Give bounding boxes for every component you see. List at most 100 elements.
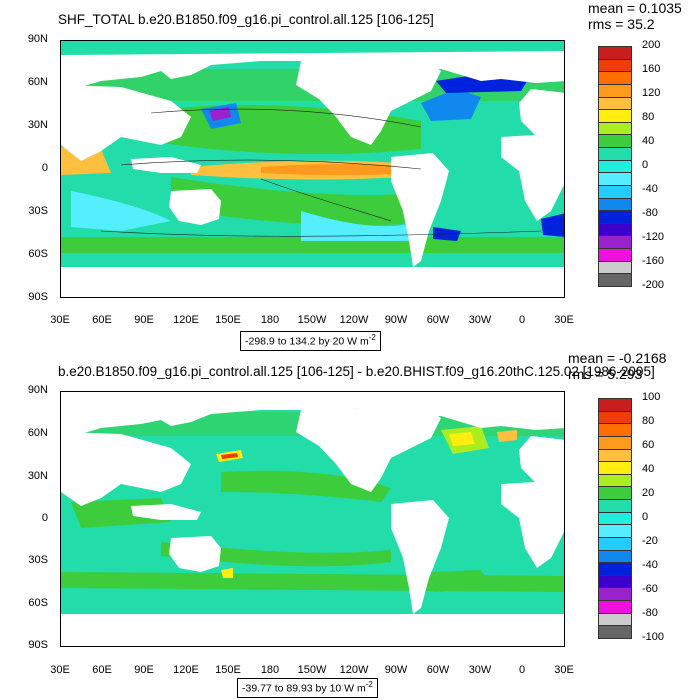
colorbar-label: -120 — [642, 231, 665, 243]
lon-label: 90W — [384, 314, 408, 326]
colorbar-swatch — [598, 587, 632, 602]
colorbar-swatch — [598, 448, 632, 463]
panel-1-rms: rms = 35.2 — [588, 16, 655, 32]
colorbar-swatch — [598, 235, 632, 250]
lon-label: 30E — [554, 314, 574, 326]
lon-label: 30E — [554, 664, 574, 676]
lon-label: 150E — [215, 314, 241, 326]
colorbar-label: -40 — [642, 183, 658, 195]
colorbar-swatch — [598, 46, 632, 60]
colorbar-swatch — [598, 222, 632, 237]
lon-label: 180 — [260, 314, 280, 326]
lat-label: 90N — [27, 384, 48, 396]
colorbar-swatch — [598, 83, 632, 98]
range-text: -298.9 to 134.2 by 20 W m — [245, 335, 369, 348]
lon-label: 150W — [297, 664, 327, 676]
lat-label: 60N — [27, 76, 48, 88]
colorbar-label: 200 — [642, 39, 661, 51]
colorbar-label: 20 — [642, 487, 655, 499]
panel-2-mean: mean = -0.2168 — [568, 350, 667, 366]
colorbar-label: -40 — [642, 559, 658, 571]
lon-label: 60W — [426, 314, 450, 326]
colorbar-label: 80 — [642, 415, 655, 427]
colorbar-swatch — [598, 71, 632, 85]
colorbar-label: 40 — [642, 135, 655, 147]
colorbar-swatch — [598, 260, 632, 275]
colorbar-swatch — [598, 184, 632, 199]
colorbar-swatch — [598, 435, 632, 450]
colorbar-swatch — [598, 197, 632, 212]
lon-label: 30W — [468, 664, 492, 676]
colorbar-swatch — [598, 549, 632, 564]
colorbar-label: -100 — [642, 631, 665, 643]
colorbar-swatch — [598, 536, 632, 551]
panel-2-map — [60, 391, 565, 647]
panel-2-title: b.e20.B1850.f09_g16.pi_control.all.125 [… — [58, 364, 655, 379]
lat-label: 90S — [28, 639, 48, 651]
range-text: -39.77 to 89.93 by 10 W m — [242, 682, 366, 695]
colorbar-label: -20 — [642, 535, 658, 547]
colorbar-label: 80 — [642, 111, 655, 123]
panel-2-range-label: -39.77 to 89.93 by 10 W m-2 — [237, 678, 378, 698]
colorbar-swatch — [598, 486, 632, 501]
panel-1-map-svg — [61, 41, 564, 297]
lat-label: 90N — [27, 33, 48, 45]
lon-label: 90W — [384, 664, 408, 676]
colorbar-swatch — [598, 410, 632, 425]
colorbar-swatch — [598, 524, 632, 538]
lat-label: 90S — [28, 291, 48, 303]
colorbar-swatch — [598, 172, 632, 186]
colorbar-swatch — [598, 574, 632, 589]
colorbar-label: -200 — [642, 279, 665, 291]
colorbar-label: 0 — [642, 159, 649, 171]
lon-label: 120W — [339, 664, 369, 676]
panel-1-range-label: -298.9 to 134.2 by 20 W m-2 — [240, 331, 381, 351]
lat-label: 60N — [27, 427, 48, 439]
colorbar-swatch — [598, 473, 632, 488]
lon-label: 150E — [215, 664, 241, 676]
colorbar-swatch — [598, 423, 632, 437]
panel-1-colorbar: 200 160 120 80 40 0 -40 -80 -120 -160 -200 — [598, 39, 664, 291]
lat-label: 30N — [27, 119, 48, 131]
colorbar-label: -80 — [642, 207, 658, 219]
lon-label: 30E — [50, 664, 70, 676]
units-exponent: -2 — [365, 680, 373, 689]
colorbar-swatch — [598, 248, 632, 262]
colorbar-swatch — [598, 461, 632, 475]
lat-label: 30S — [28, 554, 48, 566]
colorbar-swatch — [598, 562, 632, 576]
colorbar-swatch — [598, 499, 632, 513]
lat-label: 30S — [28, 205, 48, 217]
lon-label: 150W — [297, 314, 327, 326]
colorbar-swatch — [598, 600, 632, 614]
colorbar-swatch — [598, 134, 632, 149]
lat-label: 60S — [28, 248, 48, 260]
colorbar-swatch — [598, 159, 632, 174]
lon-label: 90E — [134, 314, 154, 326]
colorbar-label: 100 — [642, 391, 661, 403]
lon-label: 60E — [92, 314, 112, 326]
lon-label: 60W — [426, 664, 450, 676]
colorbar-label: 160 — [642, 63, 661, 75]
colorbar-label: 120 — [642, 87, 661, 99]
lat-label: 0 — [41, 162, 48, 174]
colorbar-swatch — [598, 511, 632, 526]
colorbar-swatch — [598, 121, 632, 136]
lat-label: 60S — [28, 597, 48, 609]
colorbar-swatch — [598, 273, 632, 287]
panel-2-rms: rms = 5.293 — [568, 366, 643, 382]
lon-label: 120E — [173, 314, 199, 326]
colorbar-label: -160 — [642, 255, 665, 267]
lon-label: 0 — [518, 314, 526, 326]
lon-label: 120E — [173, 664, 199, 676]
colorbar-label: 0 — [642, 511, 649, 523]
panel-1-mean: mean = 0.1035 — [588, 0, 682, 16]
colorbar-label: -60 — [642, 583, 658, 595]
lon-label: 30W — [468, 314, 492, 326]
colorbar-swatch — [598, 109, 632, 123]
colorbar-swatch — [598, 147, 632, 161]
colorbar-label: 60 — [642, 439, 655, 451]
colorbar-swatch — [598, 398, 632, 412]
panel-1-title: SHF_TOTAL b.e20.B1850.f09_g16.pi_control… — [58, 12, 434, 27]
panel-2-map-svg — [61, 392, 564, 646]
